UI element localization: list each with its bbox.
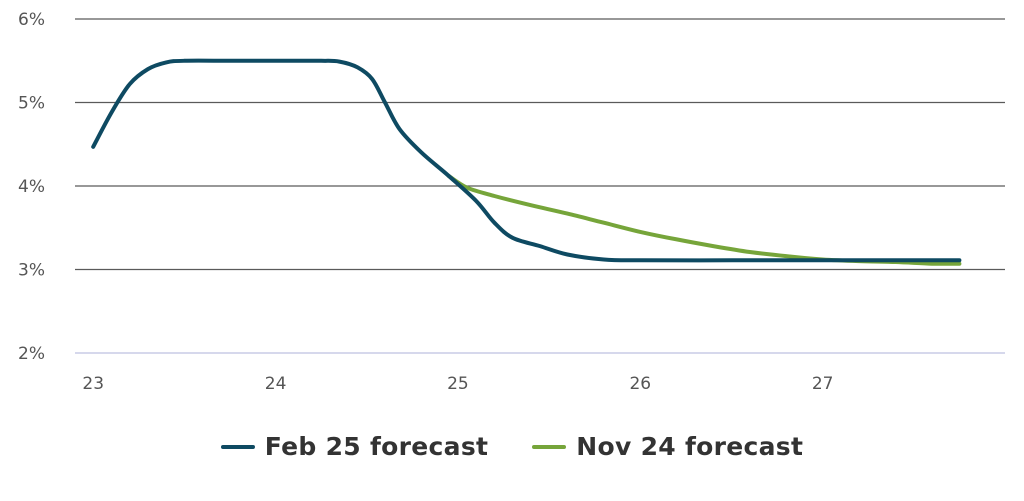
legend-swatch-nov-24: [532, 444, 567, 449]
chart-legend: Feb 25 forecast Nov 24 forecast: [0, 432, 1024, 461]
x-tick-label: 25: [447, 374, 469, 394]
x-tick-label: 23: [82, 374, 104, 394]
y-tick-label: 4%: [18, 177, 45, 197]
x-tick-label: 27: [812, 374, 834, 394]
legend-swatch-feb-25: [220, 444, 255, 449]
y-tick-label: 5%: [18, 94, 45, 114]
x-tick-label: 24: [265, 374, 287, 394]
y-tick-label: 2%: [18, 344, 45, 364]
line-chart-plot: 6% 5% 4% 3% 2% 23 24 25 26 27: [18, 10, 1005, 394]
legend-item-feb-25: Feb 25 forecast: [220, 432, 489, 461]
legend-item-nov-24: Nov 24 forecast: [532, 432, 803, 461]
x-tick-label: 26: [629, 374, 651, 394]
legend-label-feb-25: Feb 25 forecast: [264, 432, 489, 461]
y-tick-label: 3%: [18, 261, 45, 281]
series-line-nov-24-forecast: [446, 174, 962, 266]
series-line-feb-25-forecast: [91, 58, 962, 263]
y-tick-label: 6%: [18, 10, 45, 30]
legend-label-nov-24: Nov 24 forecast: [576, 432, 804, 461]
